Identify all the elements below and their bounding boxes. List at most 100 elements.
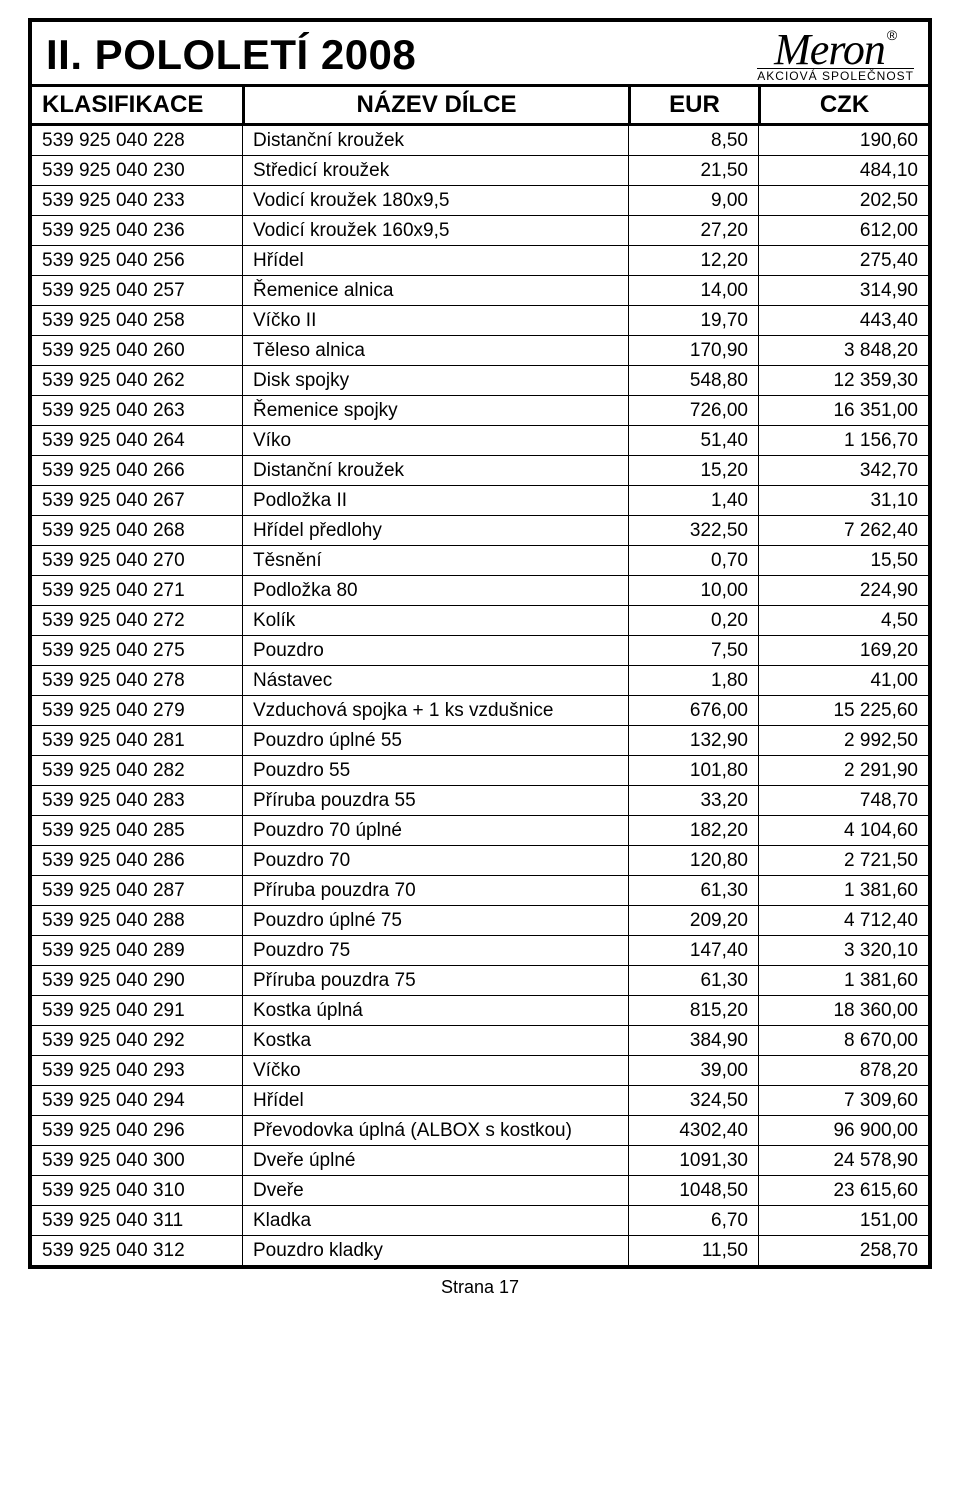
cell-nazev: Víko (242, 426, 628, 455)
table-header-row: KLASIFIKACE NÁZEV DÍLCE EUR CZK (32, 84, 928, 126)
cell-klasifikace: 539 925 040 310 (32, 1176, 242, 1205)
cell-nazev: Těsnění (242, 546, 628, 575)
cell-klasifikace: 539 925 040 285 (32, 816, 242, 845)
table-row: 539 925 040 258Víčko II19,70443,40 (32, 306, 928, 336)
cell-eur: 27,20 (628, 216, 758, 245)
cell-klasifikace: 539 925 040 230 (32, 156, 242, 185)
table-row: 539 925 040 294Hřídel324,507 309,60 (32, 1086, 928, 1116)
cell-eur: 10,00 (628, 576, 758, 605)
cell-nazev: Těleso alnica (242, 336, 628, 365)
cell-eur: 209,20 (628, 906, 758, 935)
cell-eur: 324,50 (628, 1086, 758, 1115)
cell-klasifikace: 539 925 040 262 (32, 366, 242, 395)
cell-eur: 1091,30 (628, 1146, 758, 1175)
cell-czk: 169,20 (758, 636, 928, 665)
table-row: 539 925 040 230Středicí kroužek21,50484,… (32, 156, 928, 186)
cell-czk: 224,90 (758, 576, 928, 605)
cell-nazev: Dveře úplné (242, 1146, 628, 1175)
cell-klasifikace: 539 925 040 294 (32, 1086, 242, 1115)
cell-czk: 1 381,60 (758, 966, 928, 995)
col-header-klasifikace: KLASIFIKACE (32, 87, 242, 123)
table-row: 539 925 040 293Víčko39,00878,20 (32, 1056, 928, 1086)
col-header-czk: CZK (758, 87, 928, 123)
cell-nazev: Řemenice spojky (242, 396, 628, 425)
cell-klasifikace: 539 925 040 275 (32, 636, 242, 665)
cell-nazev: Řemenice alnica (242, 276, 628, 305)
cell-klasifikace: 539 925 040 263 (32, 396, 242, 425)
table-row: 539 925 040 288Pouzdro úplné 75209,204 7… (32, 906, 928, 936)
cell-czk: 15,50 (758, 546, 928, 575)
table-row: 539 925 040 266Distanční kroužek15,20342… (32, 456, 928, 486)
table-row: 539 925 040 278Nástavec1,8041,00 (32, 666, 928, 696)
cell-eur: 4302,40 (628, 1116, 758, 1145)
cell-klasifikace: 539 925 040 256 (32, 246, 242, 275)
cell-eur: 120,80 (628, 846, 758, 875)
cell-nazev: Pouzdro úplné 75 (242, 906, 628, 935)
cell-czk: 3 848,20 (758, 336, 928, 365)
table-row: 539 925 040 296Převodovka úplná (ALBOX s… (32, 1116, 928, 1146)
cell-eur: 1,40 (628, 486, 758, 515)
cell-nazev: Víčko II (242, 306, 628, 335)
cell-czk: 96 900,00 (758, 1116, 928, 1145)
table-row: 539 925 040 228Distanční kroužek8,50190,… (32, 126, 928, 156)
cell-nazev: Vzduchová spojka + 1 ks vzdušnice (242, 696, 628, 725)
cell-czk: 1 381,60 (758, 876, 928, 905)
cell-nazev: Převodovka úplná (ALBOX s kostkou) (242, 1116, 628, 1145)
table-row: 539 925 040 282Pouzdro 55101,802 291,90 (32, 756, 928, 786)
cell-eur: 726,00 (628, 396, 758, 425)
cell-nazev: Pouzdro 70 úplné (242, 816, 628, 845)
cell-klasifikace: 539 925 040 281 (32, 726, 242, 755)
table-row: 539 925 040 289Pouzdro 75147,403 320,10 (32, 936, 928, 966)
table-row: 539 925 040 279Vzduchová spojka + 1 ks v… (32, 696, 928, 726)
table-row: 539 925 040 310Dveře1048,5023 615,60 (32, 1176, 928, 1206)
table-row: 539 925 040 260Těleso alnica170,903 848,… (32, 336, 928, 366)
cell-czk: 7 309,60 (758, 1086, 928, 1115)
cell-czk: 484,10 (758, 156, 928, 185)
page-footer: Strana 17 (28, 1269, 932, 1298)
cell-czk: 202,50 (758, 186, 928, 215)
table-row: 539 925 040 312Pouzdro kladky11,50258,70 (32, 1236, 928, 1265)
cell-czk: 258,70 (758, 1236, 928, 1265)
table-row: 539 925 040 290Příruba pouzdra 7561,301 … (32, 966, 928, 996)
table-row: 539 925 040 272Kolík0,204,50 (32, 606, 928, 636)
table-row: 539 925 040 291Kostka úplná815,2018 360,… (32, 996, 928, 1026)
table-row: 539 925 040 233Vodicí kroužek 180x9,59,0… (32, 186, 928, 216)
cell-czk: 23 615,60 (758, 1176, 928, 1205)
cell-nazev: Kostka úplná (242, 996, 628, 1025)
table-row: 539 925 040 236Vodicí kroužek 160x9,527,… (32, 216, 928, 246)
cell-eur: 132,90 (628, 726, 758, 755)
cell-nazev: Pouzdro 70 (242, 846, 628, 875)
cell-eur: 548,80 (628, 366, 758, 395)
cell-eur: 676,00 (628, 696, 758, 725)
cell-czk: 2 721,50 (758, 846, 928, 875)
col-header-eur: EUR (628, 87, 758, 123)
table-row: 539 925 040 263Řemenice spojky726,0016 3… (32, 396, 928, 426)
cell-klasifikace: 539 925 040 288 (32, 906, 242, 935)
table-row: 539 925 040 268Hřídel předlohy322,507 26… (32, 516, 928, 546)
cell-klasifikace: 539 925 040 287 (32, 876, 242, 905)
cell-czk: 151,00 (758, 1206, 928, 1235)
table-row: 539 925 040 271Podložka 8010,00224,90 (32, 576, 928, 606)
cell-czk: 748,70 (758, 786, 928, 815)
cell-klasifikace: 539 925 040 270 (32, 546, 242, 575)
cell-klasifikace: 539 925 040 289 (32, 936, 242, 965)
table-row: 539 925 040 283Příruba pouzdra 5533,2074… (32, 786, 928, 816)
cell-klasifikace: 539 925 040 272 (32, 606, 242, 635)
table-row: 539 925 040 292Kostka384,908 670,00 (32, 1026, 928, 1056)
table-body: 539 925 040 228Distanční kroužek8,50190,… (32, 126, 928, 1265)
cell-klasifikace: 539 925 040 279 (32, 696, 242, 725)
cell-klasifikace: 539 925 040 312 (32, 1236, 242, 1265)
cell-klasifikace: 539 925 040 300 (32, 1146, 242, 1175)
cell-nazev: Příruba pouzdra 70 (242, 876, 628, 905)
cell-nazev: Hřídel (242, 246, 628, 275)
cell-eur: 170,90 (628, 336, 758, 365)
cell-eur: 14,00 (628, 276, 758, 305)
cell-klasifikace: 539 925 040 290 (32, 966, 242, 995)
cell-czk: 41,00 (758, 666, 928, 695)
cell-eur: 19,70 (628, 306, 758, 335)
cell-nazev: Dveře (242, 1176, 628, 1205)
cell-nazev: Kladka (242, 1206, 628, 1235)
cell-klasifikace: 539 925 040 286 (32, 846, 242, 875)
cell-nazev: Podložka II (242, 486, 628, 515)
table-row: 539 925 040 267Podložka II1,4031,10 (32, 486, 928, 516)
